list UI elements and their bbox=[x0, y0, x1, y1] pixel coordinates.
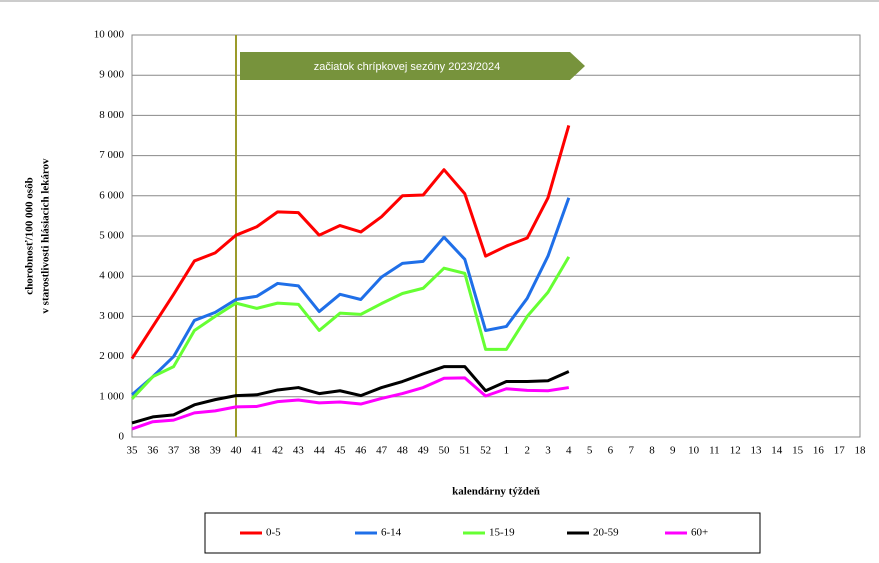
y-tick-label: 0 bbox=[119, 431, 125, 443]
x-tick-label: 43 bbox=[293, 445, 305, 457]
x-tick-label: 11 bbox=[709, 445, 720, 457]
series-line bbox=[131, 376, 570, 431]
y-axis-label: chorobnosť/100 000 osôb bbox=[24, 177, 36, 294]
x-tick-label: 40 bbox=[231, 445, 243, 457]
y-tick-label: 10 000 bbox=[94, 29, 125, 41]
x-tick-label: 44 bbox=[314, 445, 326, 457]
x-tick-label: 7 bbox=[628, 445, 634, 457]
annotation-text: začiatok chrípkovej sezóny 2023/2024 bbox=[314, 61, 501, 73]
y-axis-label: v starostlivosti hlásiacich lekárov bbox=[40, 158, 52, 314]
x-axis-label: kalendárny týždeň bbox=[452, 486, 540, 498]
annotation-arrow bbox=[240, 52, 585, 80]
legend-label: 0-5 bbox=[266, 527, 281, 539]
y-tick-label: 2 000 bbox=[99, 350, 124, 362]
series-line bbox=[131, 197, 571, 396]
legend-label: 60+ bbox=[691, 527, 708, 539]
x-tick-label: 42 bbox=[272, 445, 283, 457]
x-tick-label: 1 bbox=[504, 445, 510, 457]
x-tick-label: 46 bbox=[355, 445, 367, 457]
x-tick-label: 18 bbox=[855, 445, 867, 457]
x-tick-label: 8 bbox=[649, 445, 655, 457]
y-tick-label: 6 000 bbox=[99, 189, 124, 201]
y-tick-label: 7 000 bbox=[99, 149, 124, 161]
x-tick-label: 16 bbox=[813, 445, 825, 457]
y-tick-label: 8 000 bbox=[99, 109, 124, 121]
x-tick-label: 9 bbox=[670, 445, 676, 457]
x-tick-label: 36 bbox=[147, 445, 159, 457]
x-tick-label: 3 bbox=[545, 445, 551, 457]
x-tick-label: 4 bbox=[566, 445, 572, 457]
x-tick-label: 39 bbox=[210, 445, 222, 457]
legend-label: 15-19 bbox=[489, 527, 515, 539]
x-tick-label: 38 bbox=[189, 445, 201, 457]
x-tick-label: 15 bbox=[792, 445, 804, 457]
legend-label: 20-59 bbox=[593, 527, 619, 539]
x-tick-label: 14 bbox=[771, 445, 783, 457]
x-tick-label: 10 bbox=[688, 445, 700, 457]
x-tick-label: 5 bbox=[587, 445, 593, 457]
x-tick-label: 35 bbox=[127, 445, 139, 457]
y-tick-label: 9 000 bbox=[99, 69, 124, 81]
y-tick-label: 3 000 bbox=[99, 310, 124, 322]
x-tick-label: 12 bbox=[730, 445, 741, 457]
x-tick-label: 52 bbox=[480, 445, 491, 457]
legend-label: 6-14 bbox=[381, 527, 402, 539]
series-line bbox=[130, 256, 571, 400]
x-tick-label: 17 bbox=[834, 445, 846, 457]
y-tick-label: 1 000 bbox=[99, 390, 124, 402]
series-line bbox=[130, 125, 571, 360]
x-tick-label: 49 bbox=[418, 445, 430, 457]
x-tick-label: 51 bbox=[459, 445, 470, 457]
x-tick-label: 6 bbox=[608, 445, 614, 457]
y-tick-label: 4 000 bbox=[99, 270, 124, 282]
x-tick-label: 37 bbox=[168, 445, 180, 457]
x-tick-label: 2 bbox=[524, 445, 530, 457]
series-line bbox=[131, 365, 570, 425]
x-tick-label: 48 bbox=[397, 445, 409, 457]
x-tick-label: 41 bbox=[251, 445, 262, 457]
x-tick-label: 47 bbox=[376, 445, 388, 457]
y-tick-label: 5 000 bbox=[99, 230, 124, 242]
x-tick-label: 45 bbox=[335, 445, 347, 457]
x-tick-label: 13 bbox=[751, 445, 763, 457]
x-tick-label: 50 bbox=[439, 445, 451, 457]
